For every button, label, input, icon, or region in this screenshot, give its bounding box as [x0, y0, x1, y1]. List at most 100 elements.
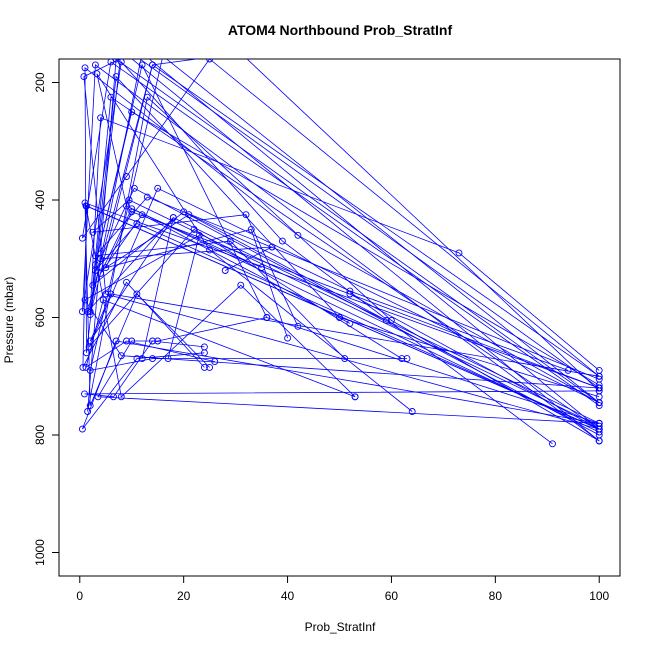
series-line [89, 217, 600, 377]
x-axis-title: Prob_StratInf [305, 620, 376, 634]
x-tick-label: 60 [385, 589, 399, 603]
data-point [81, 64, 89, 72]
data-point [86, 311, 94, 319]
plot-area [78, 47, 603, 448]
series-line [84, 234, 600, 389]
data-point [128, 108, 136, 116]
data-point [89, 281, 97, 289]
series-line [89, 64, 600, 398]
data-point [195, 231, 203, 239]
data-point [595, 372, 603, 380]
data-point [78, 425, 86, 433]
data-point [102, 264, 110, 272]
y-tick-label: 600 [33, 307, 47, 327]
data-point [206, 363, 214, 371]
y-axis-title: Pressure (mbar) [2, 277, 16, 364]
data-point [133, 290, 141, 298]
series-line [84, 202, 600, 406]
series-line [87, 59, 600, 424]
series-line [97, 317, 600, 424]
data-point [595, 399, 603, 407]
data-point [107, 93, 115, 101]
data-point [455, 249, 463, 257]
data-point [149, 61, 156, 69]
series-line [99, 187, 600, 436]
data-point [149, 355, 156, 363]
data-point [403, 355, 411, 363]
data-point [97, 269, 105, 277]
data-point [97, 255, 105, 263]
data-point [91, 61, 99, 69]
data-point [278, 237, 286, 245]
data-point [595, 387, 603, 395]
series-line [96, 73, 600, 433]
data-point [237, 281, 245, 289]
x-axis: 0 20 40 60 80 100 [76, 575, 610, 603]
series-line [82, 61, 600, 445]
data-point [138, 211, 146, 219]
data-point [123, 337, 130, 345]
data-point [112, 337, 120, 345]
series-line [100, 208, 351, 324]
data-point [206, 246, 214, 254]
data-point [89, 228, 97, 236]
data-point [143, 193, 151, 201]
data-point [110, 393, 117, 401]
data-point [86, 337, 94, 345]
data-point [200, 349, 208, 357]
x-tick-label: 80 [489, 589, 503, 603]
data-point [117, 59, 125, 66]
data-point [91, 267, 99, 274]
data-point [102, 290, 110, 298]
x-tick-label: 40 [281, 589, 295, 603]
series-line [104, 211, 600, 389]
y-tick-label: 1000 [33, 539, 47, 566]
data-point [81, 199, 89, 207]
series-line [84, 340, 600, 398]
series-line [88, 187, 600, 404]
data-point [81, 296, 89, 304]
data-point [133, 220, 141, 227]
data-point [161, 59, 165, 60]
x-tick-label: 20 [177, 589, 191, 603]
series-line [84, 59, 600, 442]
data-point [200, 363, 208, 371]
data-point [139, 50, 145, 56]
series-line [85, 299, 356, 398]
x-tick-label: 100 [589, 589, 609, 603]
data-point [130, 184, 138, 192]
data-point [80, 73, 88, 81]
data-point [595, 419, 603, 427]
data-point [128, 205, 136, 213]
series-line [89, 59, 600, 430]
data-point [118, 47, 124, 53]
data-point [382, 316, 390, 324]
data-point [206, 59, 214, 63]
x-tick-label: 0 [76, 589, 83, 603]
data-point [263, 314, 271, 321]
data-point [93, 70, 101, 78]
data-point [154, 184, 162, 192]
data-point [154, 337, 162, 345]
series-line [94, 196, 600, 380]
data-point [247, 225, 255, 233]
y-tick-label: 400 [33, 190, 47, 210]
data-point [169, 214, 177, 222]
data-point [242, 211, 250, 219]
y-axis: 200 400 600 800 1000 [33, 72, 60, 566]
data-point [294, 231, 302, 239]
data-point [221, 267, 229, 274]
data-point [351, 393, 359, 401]
data-point [190, 225, 198, 233]
data-point [123, 202, 130, 210]
data-point [238, 50, 244, 56]
data-point [284, 334, 292, 342]
data-point [129, 50, 135, 56]
data-point [78, 308, 86, 316]
data-point [549, 440, 556, 448]
series-line [92, 96, 600, 430]
data-point [123, 278, 130, 286]
chart-title: ATOM4 Northbound Prob_StratInf [228, 22, 453, 38]
series-line [82, 340, 600, 430]
